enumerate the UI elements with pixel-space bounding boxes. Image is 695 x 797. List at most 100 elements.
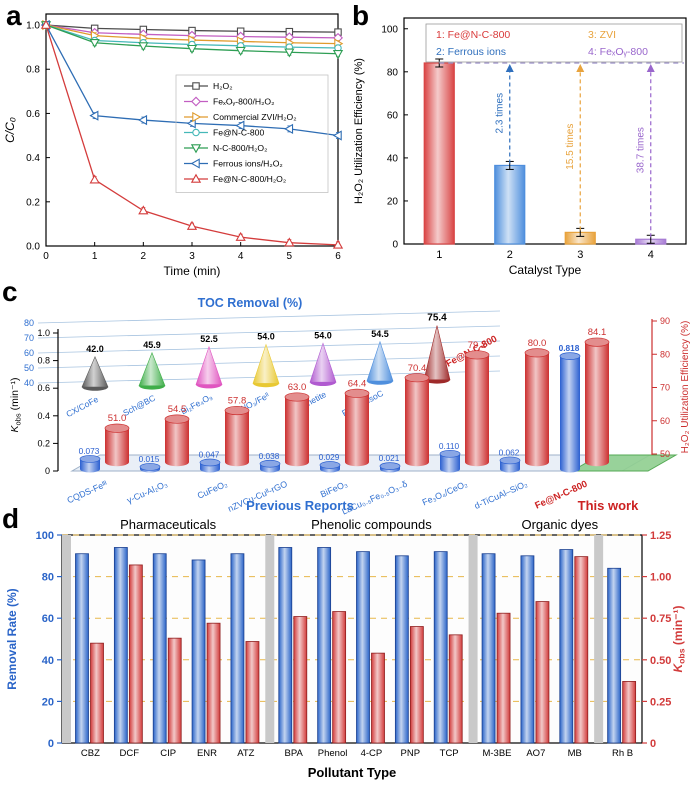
c-ytick-left: 0.8 xyxy=(37,356,50,366)
b-ytick: 0 xyxy=(392,240,398,251)
d-xlabel: Pollutant Type xyxy=(308,765,397,780)
d-ytick-left: 100 xyxy=(36,530,54,542)
c-kobs-value: 0.062 xyxy=(499,447,520,457)
c-category: BiFeO₃ xyxy=(319,479,349,500)
c-h2o2-value: 54.5 xyxy=(168,404,187,415)
c-toc-title: TOC Removal (%) xyxy=(198,296,303,310)
a-ytick: 0.6 xyxy=(26,109,40,120)
c-ytick-right: 60 xyxy=(660,416,670,426)
b-xtick: 2 xyxy=(507,249,513,261)
c-toc-value: 54.0 xyxy=(257,332,275,342)
a-legend-label: Fe@N-C-800 xyxy=(213,128,264,138)
d-xtick: CIP xyxy=(160,748,176,759)
c-category: CQDS-Feᴵᴵᴵ xyxy=(65,478,109,505)
d-xtick: 4-CP xyxy=(361,748,383,759)
c-toc-ytick: 50 xyxy=(24,363,34,373)
c-ytick-left: 0.6 xyxy=(37,383,50,393)
c-kobs-value: 0.818 xyxy=(559,343,580,353)
d-xtick: PNP xyxy=(401,748,421,759)
b-ytick: 60 xyxy=(387,110,399,121)
d-ytick-left: 20 xyxy=(42,696,54,708)
c-kobs-value: 0.038 xyxy=(259,451,280,461)
c-category: Fe₃O₄/CeO₂ xyxy=(421,479,469,508)
d-ytick-right: 0 xyxy=(650,738,656,750)
c-toc-value: 54.0 xyxy=(314,330,332,340)
b-legend-label: 1: Fe@N-C-800 xyxy=(436,29,510,41)
d-ytick-right: 1.25 xyxy=(650,530,671,542)
c-h2o2-value: 79.2 xyxy=(468,340,487,351)
d-xtick: BPA xyxy=(285,748,304,759)
b-ytick: 40 xyxy=(387,153,399,164)
c-h2o2-value: 70.4 xyxy=(408,363,427,374)
b-ylabel: H₂O₂ Utilization Efficiency (%) xyxy=(353,58,365,204)
d-xtick: Phenol xyxy=(318,748,348,759)
b-xtick: 1 xyxy=(436,249,442,261)
c-category: CuFeO₂ xyxy=(196,479,229,501)
b-ytick: 20 xyxy=(387,196,399,207)
c-toc-value: 45.9 xyxy=(143,340,161,350)
b-fold-annotation: 15.5 times xyxy=(565,124,576,170)
d-group-label: Pharmaceuticals xyxy=(120,517,217,532)
a-xtick: 1 xyxy=(92,251,98,262)
d-group-label: Organic dyes xyxy=(521,517,598,532)
chart-c-catalyst-comparison-3d-chart: TOC Removal (%) 80 70 60 50 40 42.0 CX/CoFe 45.9… xyxy=(9,296,691,515)
c-toc-ytick: 80 xyxy=(24,318,34,328)
a-legend-label: N-C-800/H₂O₂ xyxy=(213,143,267,153)
d-xtick: ENR xyxy=(197,748,217,759)
c-h2o2-value: 80.0 xyxy=(528,338,547,349)
b-fold-annotation: 38.7 times xyxy=(636,127,647,173)
c-h2o2-value: 57.8 xyxy=(228,396,247,407)
c-h2o2-value: 51.0 xyxy=(108,413,127,424)
c-ytick-left: 0.4 xyxy=(37,411,50,421)
a-legend-label: FeₓOᵧ-800/H₂O₂ xyxy=(213,97,274,107)
d-ytick-left: 40 xyxy=(42,655,54,667)
a-ylabel: C/C₀ xyxy=(3,117,17,143)
d-xtick: TCP xyxy=(440,748,459,759)
d-xtick: M-3BE xyxy=(482,748,511,759)
b-legend-label: 4: FeₓOᵧ-800 xyxy=(588,46,648,58)
c-toc-ytick: 60 xyxy=(24,348,34,358)
d-ytick-left: 80 xyxy=(42,572,54,584)
a-xtick: 6 xyxy=(335,251,341,262)
d-ytick-right: 0.25 xyxy=(650,696,671,708)
b-fold-annotation: 2.3 times xyxy=(495,93,506,134)
d-group-label: Phenolic compounds xyxy=(311,517,432,532)
c-ylabel-left: Kobs (min⁻¹) xyxy=(9,377,23,432)
a-xtick: 3 xyxy=(189,251,195,262)
chart-a-degradation-line-chart: 0.0 0.2 0.4 0.6 0.8 1.0 0 1 2 3 4 5 6 Time (min) C/C₀ H… xyxy=(3,13,344,278)
panel-label-b: b xyxy=(352,0,370,31)
c-kobs-value: 0.015 xyxy=(139,454,160,464)
d-ytick-left: 60 xyxy=(42,613,54,625)
d-xtick: ATZ xyxy=(237,748,254,759)
a-ytick: 0.4 xyxy=(26,153,40,164)
c-kobs-value: 0.021 xyxy=(379,453,400,463)
c-toc-value: 54.5 xyxy=(371,329,389,339)
c-ytick-left: 0.2 xyxy=(37,438,50,448)
c-h2o2-value: 84.1 xyxy=(588,327,607,338)
d-ytick-right: 1.00 xyxy=(650,572,671,584)
c-toc-category: Sch@BC xyxy=(121,393,157,418)
d-xtick: CBZ xyxy=(81,748,100,759)
c-toc-value: 75.4 xyxy=(427,313,447,324)
d-ylabel-left: Removal Rate (%) xyxy=(5,588,19,689)
d-xtick: AO7 xyxy=(526,748,545,759)
c-category: γ-Cu-Al₂O₃ xyxy=(125,479,169,506)
panel-label-d: d xyxy=(2,503,20,534)
c-ytick-right: 50 xyxy=(660,449,670,459)
b-xtick: 4 xyxy=(648,249,654,261)
chart-d-pollutant-dual-bar-chart: CBZ DCF CIP ENR ATZ BPA Phenol 4-CP PNP TCP M-3BE A… xyxy=(5,517,687,780)
a-legend-label: Ferrous ions/H₂O₂ xyxy=(213,159,283,169)
d-ytick-left: 0 xyxy=(48,738,54,750)
d-ytick-right: 0.75 xyxy=(650,613,671,625)
d-ylabel-right: Kobs (min⁻¹) xyxy=(671,605,687,672)
a-legend-label: Commercial ZVI/H₂O₂ xyxy=(213,112,297,122)
a-xlabel: Time (min) xyxy=(164,264,221,278)
c-kobs-value: 0.110 xyxy=(439,441,460,451)
c-category: d-TiCuAl–SiO₂ xyxy=(473,479,529,511)
a-ytick: 1.0 xyxy=(26,21,40,32)
a-xtick: 2 xyxy=(141,251,147,262)
b-ytick: 100 xyxy=(381,24,398,35)
c-ytick-right: 70 xyxy=(660,383,670,393)
c-toc-category: CX/CoFe xyxy=(64,394,100,419)
